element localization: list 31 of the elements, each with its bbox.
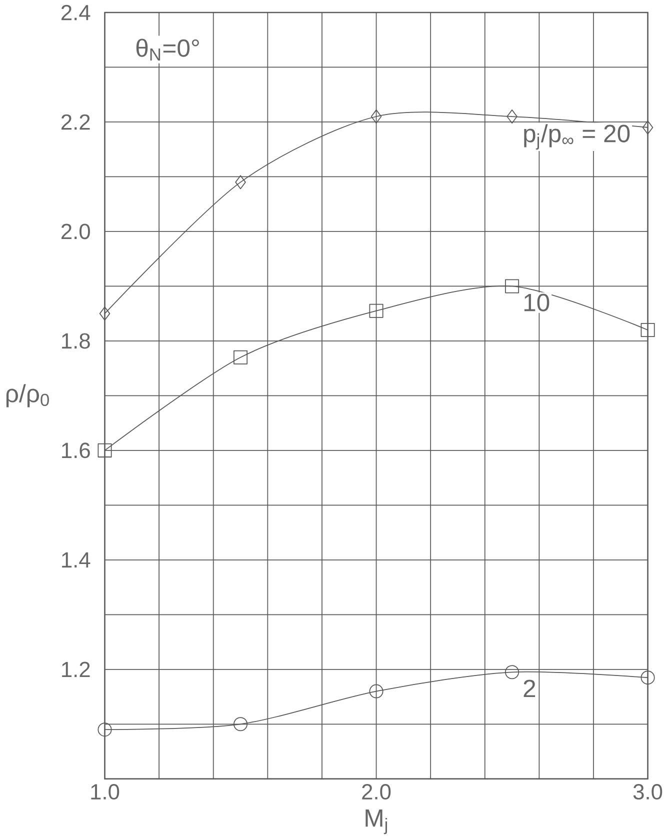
- y-axis-title: ρ/ρ$_{0}$: [6, 384, 50, 408]
- point: [98, 443, 112, 458]
- point: [98, 722, 112, 737]
- x-tick-label: 1.0: [91, 784, 120, 800]
- series-label: 10: [524, 294, 550, 312]
- point: [234, 717, 248, 732]
- point: [234, 350, 248, 364]
- annotation: θ$_{N}$=0°: [136, 38, 199, 60]
- point: [99, 306, 110, 321]
- y-tick-label: 1.2: [62, 662, 90, 678]
- point: [642, 120, 654, 134]
- y-tick-label: 1.4: [62, 552, 90, 568]
- point: [506, 110, 518, 124]
- point: [505, 279, 520, 294]
- y-tick-label: 2.2: [62, 114, 90, 130]
- x-axis-title: M$_{j}$: [366, 810, 388, 834]
- point: [505, 665, 520, 680]
- point: [640, 670, 655, 685]
- point: [235, 175, 246, 190]
- series-label: 2: [524, 680, 536, 698]
- x-tick-label: 2.0: [362, 784, 391, 800]
- point: [640, 322, 655, 338]
- x-tick-label: 3.0: [633, 784, 662, 800]
- point: [369, 304, 384, 318]
- y-tick-label: 2.0: [62, 224, 90, 240]
- point: [370, 110, 382, 124]
- y-tick-label: 1.8: [62, 333, 90, 349]
- series-label: p$_{j}$/p$_{∞}$ = 20: [524, 124, 630, 150]
- y-tick-label: 2.4: [62, 4, 90, 20]
- point: [369, 684, 384, 698]
- y-tick-label: 1.6: [62, 442, 90, 458]
